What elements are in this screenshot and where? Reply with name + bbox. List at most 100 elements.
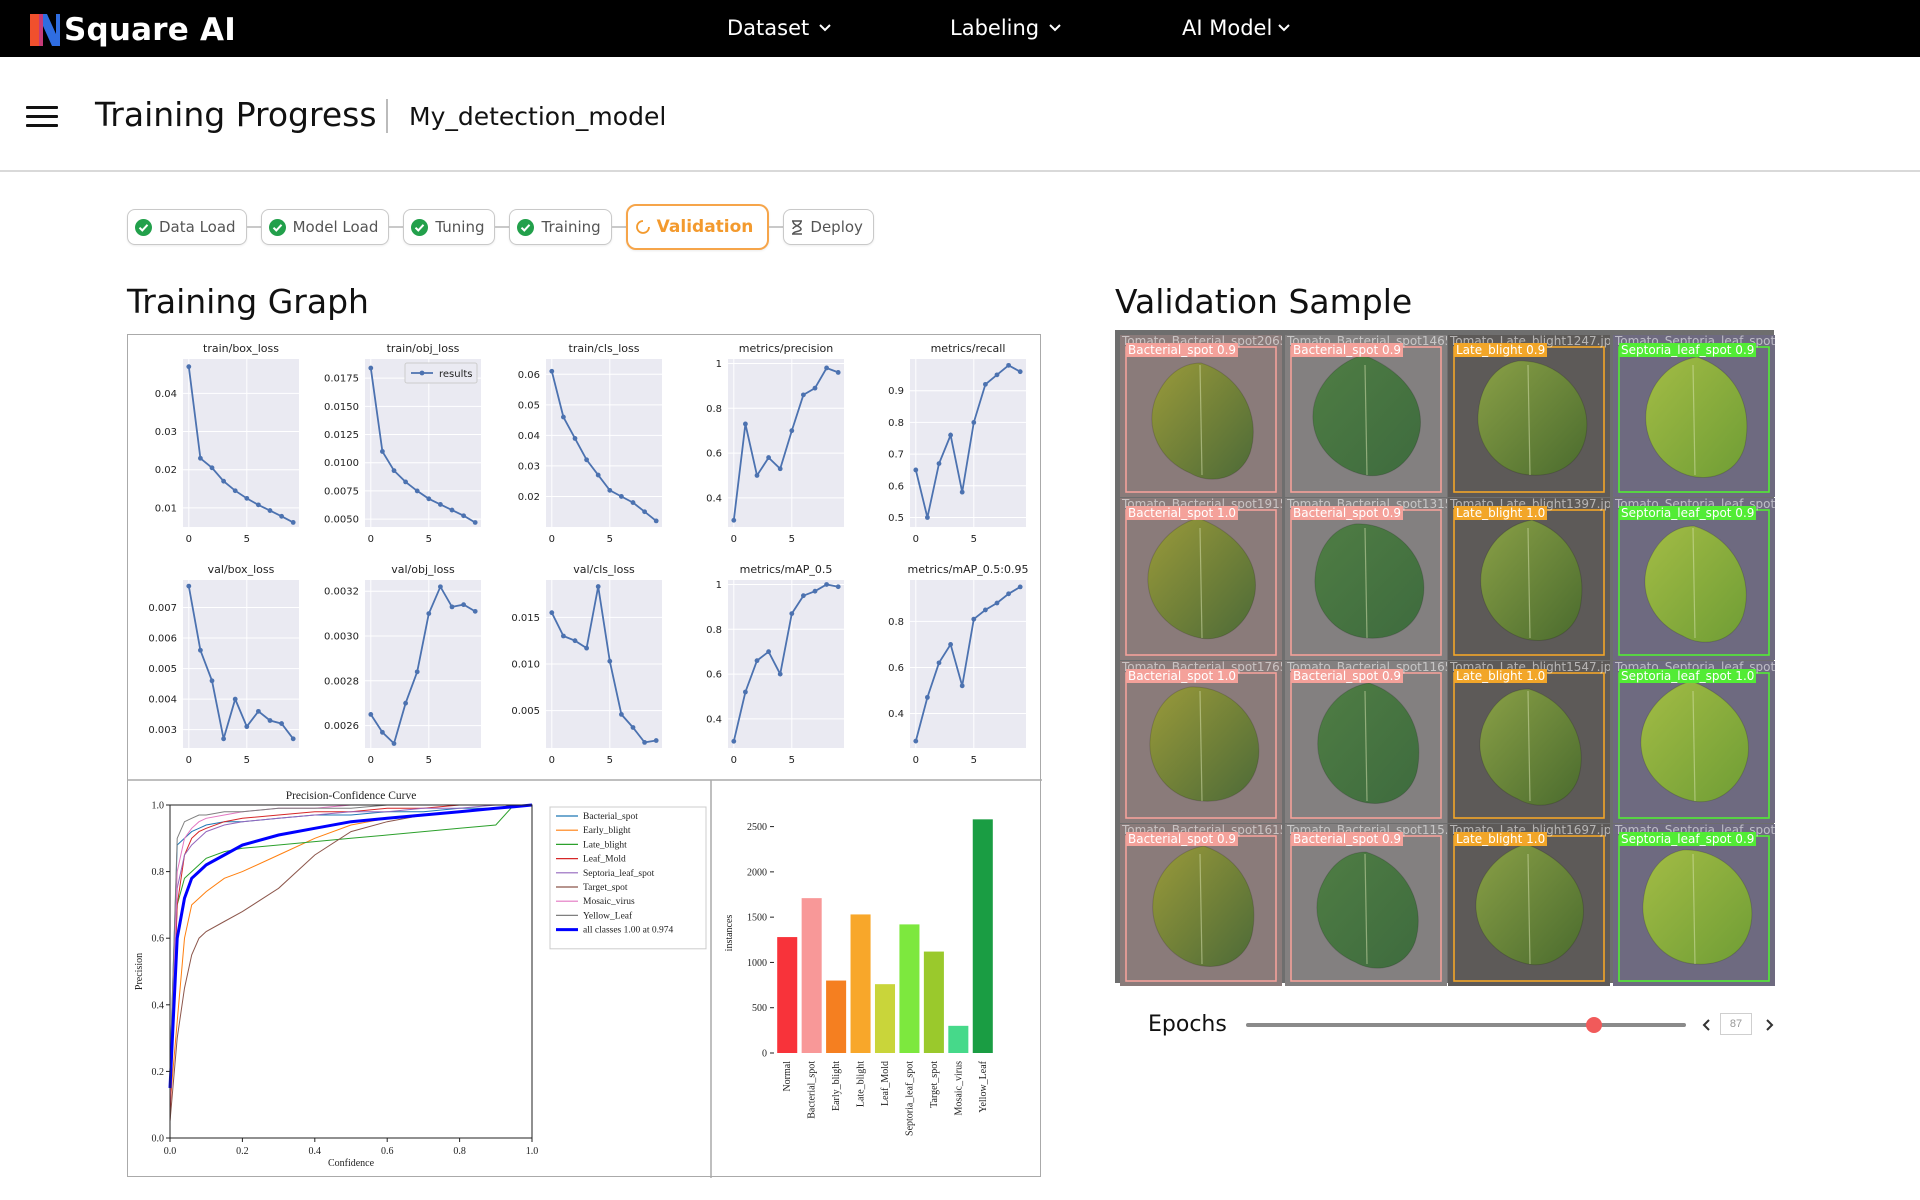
validation-sample-tile[interactable]: Tomato_Bacterial_spot1165.jpgBacterial_s… <box>1285 661 1447 823</box>
y-tick-label: 0.8 <box>152 867 165 878</box>
series-line <box>550 586 657 744</box>
step-model-load[interactable]: Model Load <box>260 209 390 245</box>
series-line <box>914 364 1021 518</box>
top-nav-bar: Square AI Dataset Labeling AI Model <box>0 0 1920 57</box>
y-tick-label: 1.0 <box>152 801 165 812</box>
brand[interactable]: Square AI <box>30 12 236 48</box>
data-point <box>1006 362 1011 368</box>
validation-sample-tile[interactable]: Tomato_Bacterial_spot1465.jpgBacterial_s… <box>1285 335 1447 497</box>
data-point <box>561 414 566 420</box>
nav-labeling[interactable]: Labeling <box>950 16 1061 40</box>
detection-label: Septoria_leaf_spot 0.9 <box>1619 343 1757 357</box>
data-point <box>607 487 613 493</box>
leaf-image <box>1448 335 1610 497</box>
validation-sample-tile[interactable]: Tomato_Septoria_leaf_spot Septoria_leaf_s… <box>1613 335 1775 497</box>
x-tick-label: Septoria_leaf_spot <box>904 1061 915 1136</box>
bar <box>923 951 944 1053</box>
data-point <box>186 364 192 370</box>
x-tick-label: 5 <box>789 755 795 766</box>
y-tick-label: 0.006 <box>148 634 177 645</box>
nav-ai-model[interactable]: AI Model <box>1182 16 1291 40</box>
y-tick-label: 0.6 <box>706 670 722 681</box>
chevron-right-icon[interactable] <box>1760 1014 1778 1036</box>
chart-title: metrics/recall <box>931 342 1006 355</box>
step-deploy[interactable]: Deploy <box>783 209 874 245</box>
validation-sample-title: Validation Sample <box>1115 282 1413 321</box>
x-tick-label: 0 <box>368 755 374 766</box>
data-point <box>549 368 555 374</box>
data-point <box>461 602 466 608</box>
x-tick-label: 5 <box>971 534 977 545</box>
data-point <box>279 721 284 726</box>
x-tick-label: Normal <box>782 1061 793 1092</box>
bar <box>874 984 896 1053</box>
y-tick-label: 0.8 <box>888 418 904 429</box>
legend-label: Septoria_leaf_spot <box>583 868 655 879</box>
validation-sample-tile[interactable]: Tomato_Bacterial_spot1765.jpgBacterial_s… <box>1120 661 1282 823</box>
series-line <box>732 366 839 521</box>
y-tick-label: 1 <box>716 359 722 370</box>
validation-sample-tile[interactable]: Tomato_Bacterial_spot1915.jpgBacterial_s… <box>1120 498 1282 660</box>
validation-sample-tile[interactable]: Tomato_Late_blight1397.jpg Late_blight 1.… <box>1448 498 1610 660</box>
validation-sample-tile[interactable]: Tomato_Bacterial_spot2065.jpgBacterial_s… <box>1120 335 1282 497</box>
leaf-image <box>1120 498 1282 660</box>
validation-sample-tile[interactable]: Tomato_Bacterial_spot115.jpgBacterial_sp… <box>1285 824 1447 986</box>
y-tick-label: 0.01 <box>155 503 177 514</box>
y-tick-label: 0.0050 <box>324 515 359 526</box>
bar <box>972 819 993 1053</box>
brand-logo-icon <box>30 14 60 46</box>
data-point <box>403 700 408 706</box>
data-point <box>290 520 296 525</box>
nav-dataset[interactable]: Dataset <box>727 16 831 40</box>
step-tuning[interactable]: Tuning <box>403 209 496 245</box>
y-tick-label: 0.5 <box>888 513 904 524</box>
chevron-down-icon <box>1278 24 1291 32</box>
epochs-value[interactable]: 87 <box>1720 1013 1752 1035</box>
epochs-slider[interactable] <box>1246 1017 1686 1033</box>
data-point <box>948 432 953 438</box>
epochs-slider-thumb[interactable] <box>1585 1017 1602 1033</box>
detection-label: Bacterial_spot 0.9 <box>1291 832 1404 846</box>
validation-sample-tile[interactable]: Tomato_Late_blight1547.jpg Late_blight 1.… <box>1448 661 1610 823</box>
data-point <box>948 642 953 647</box>
data-point <box>731 517 737 523</box>
data-point <box>754 473 760 478</box>
step-training[interactable]: Training <box>509 209 612 245</box>
data-point <box>380 729 385 735</box>
validation-sample-tile[interactable]: Tomato_Bacterial_spot1315.jpgBacterial_s… <box>1285 498 1447 660</box>
chevron-left-icon[interactable] <box>1698 1014 1716 1036</box>
title-divider <box>386 99 388 133</box>
y-tick-label: 0.4 <box>152 1000 165 1011</box>
step-data-load[interactable]: Data Load <box>127 209 247 245</box>
data-point <box>959 683 965 689</box>
validation-sample-tile[interactable]: Tomato_Septoria_leaf_spot Septoria_leaf_s… <box>1613 498 1775 660</box>
step-validation[interactable]: Validation <box>625 204 770 250</box>
bar <box>826 980 847 1053</box>
x-tick-label: Yellow_Leaf <box>978 1060 989 1112</box>
validation-sample-grid: Tomato_Bacterial_spot2065.jpgBacterial_s… <box>1115 330 1775 986</box>
axes-frame <box>169 804 533 1139</box>
x-tick-label: 0 <box>186 755 192 766</box>
leaf-image <box>1448 661 1610 823</box>
data-point <box>1017 584 1023 590</box>
leaf-image <box>1448 498 1610 660</box>
data-point <box>472 520 478 525</box>
chart-title: val/cls_loss <box>573 563 635 576</box>
validation-sample-tile[interactable]: Tomato_Late_blight1247.jpg Late_blight 0.… <box>1448 335 1610 497</box>
data-point <box>584 457 589 463</box>
menu-icon[interactable] <box>26 106 58 128</box>
data-point <box>267 718 273 723</box>
y-tick-label: 0.05 <box>518 400 540 411</box>
x-tick-label: 0 <box>186 534 192 545</box>
legend-marker <box>419 370 425 376</box>
x-tick-label: Target_spot <box>929 1061 940 1108</box>
small-chart: train/obj_loss 0 5 0.0050 0.0075 0.0100 0.0125… <box>324 342 481 545</box>
detection-label: Bacterial_spot 0.9 <box>1291 343 1404 357</box>
validation-sample-tile[interactable]: Tomato_Septoria_leaf_spot Septoria_leaf_s… <box>1613 661 1775 823</box>
y-tick-label: 0.003 <box>148 725 177 736</box>
validation-sample-tile[interactable]: Tomato_Late_blight1697.jpg Late_blight 1.… <box>1448 824 1610 986</box>
validation-sample-tile[interactable]: Tomato_Septoria_leaf_spot Septoria_leaf_s… <box>1613 824 1775 986</box>
validation-sample-tile[interactable]: Tomato_Bacterial_spot1615.jpgBacterial_s… <box>1120 824 1282 986</box>
plot-area <box>183 359 299 527</box>
data-point <box>244 724 250 730</box>
